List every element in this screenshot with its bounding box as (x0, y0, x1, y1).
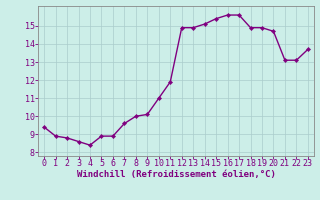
X-axis label: Windchill (Refroidissement éolien,°C): Windchill (Refroidissement éolien,°C) (76, 170, 276, 179)
